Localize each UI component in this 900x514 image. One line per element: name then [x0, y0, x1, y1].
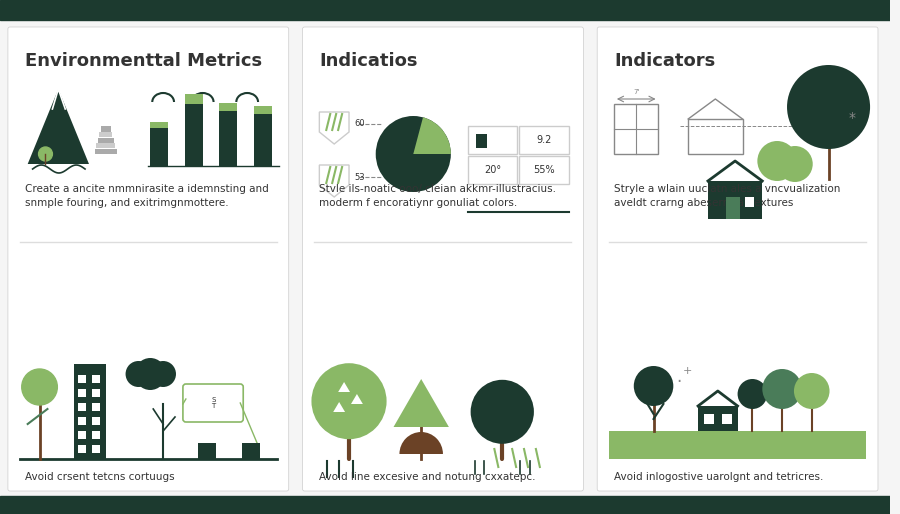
Polygon shape: [96, 143, 115, 149]
Circle shape: [22, 369, 58, 405]
Circle shape: [794, 373, 830, 409]
FancyBboxPatch shape: [8, 27, 289, 491]
Polygon shape: [320, 165, 349, 197]
Bar: [184, 94, 202, 104]
Bar: [698, 406, 738, 431]
Bar: [708, 181, 762, 219]
FancyBboxPatch shape: [183, 384, 243, 422]
Circle shape: [471, 380, 534, 444]
Bar: [0, 0, 890, 20]
Bar: [78, 375, 86, 383]
Bar: [150, 122, 168, 128]
Text: 9.2: 9.2: [536, 135, 552, 145]
Bar: [78, 403, 86, 411]
Bar: [468, 156, 518, 184]
Bar: [475, 134, 488, 148]
Text: Avoid line excesive and notung cxxatepc.: Avoid line excesive and notung cxxatepc.: [320, 472, 536, 482]
Wedge shape: [375, 116, 451, 192]
Text: Indicatios: Indicatios: [320, 52, 418, 70]
Bar: [92, 431, 100, 439]
Bar: [704, 414, 714, 424]
Polygon shape: [99, 132, 112, 137]
Bar: [609, 431, 866, 459]
Text: 60: 60: [354, 119, 364, 128]
Bar: [78, 389, 86, 397]
Polygon shape: [351, 394, 363, 404]
Circle shape: [738, 379, 767, 409]
Text: +: +: [683, 366, 693, 376]
Bar: [92, 375, 100, 383]
Bar: [254, 106, 272, 114]
Bar: [92, 389, 100, 397]
Circle shape: [762, 369, 802, 409]
Text: Create a ancite nmmnirasite a idemnsting and
snmple fouring, and exitrimgnmotter: Create a ancite nmmnirasite a idemnsting…: [24, 184, 268, 208]
Text: ·: ·: [676, 373, 681, 391]
Bar: [519, 126, 569, 154]
Text: Stryle a wlain uuclatn ales a vncvualization
aveldt crarng abesernttal textures: Stryle a wlain uuclatn ales a vncvualiza…: [614, 184, 841, 208]
Bar: [744, 197, 754, 207]
Bar: [150, 128, 168, 166]
Text: Stvle ils-noatic ooo/ cleian akkmr-illustracius.
moderm f encoratiynr gonuliat c: Stvle ils-noatic ooo/ cleian akkmr-illus…: [320, 184, 556, 208]
Circle shape: [758, 141, 796, 181]
Text: Indicators: Indicators: [614, 52, 716, 70]
Polygon shape: [28, 89, 89, 164]
Bar: [220, 111, 238, 166]
Bar: [722, 414, 732, 424]
Text: 55%: 55%: [533, 165, 554, 175]
Bar: [725, 197, 740, 219]
Bar: [220, 103, 238, 111]
Circle shape: [126, 361, 151, 387]
Bar: [254, 114, 272, 166]
Bar: [78, 417, 86, 425]
Polygon shape: [338, 382, 350, 392]
Circle shape: [787, 65, 870, 149]
Bar: [78, 431, 86, 439]
Circle shape: [39, 147, 52, 161]
Circle shape: [634, 366, 673, 406]
Bar: [92, 403, 100, 411]
Bar: [92, 417, 100, 425]
Bar: [0, 496, 890, 514]
Bar: [688, 119, 742, 154]
Circle shape: [134, 358, 166, 390]
Bar: [468, 126, 518, 154]
Circle shape: [777, 146, 813, 182]
FancyBboxPatch shape: [302, 27, 583, 491]
Circle shape: [150, 361, 176, 387]
Text: 53: 53: [354, 173, 364, 181]
Polygon shape: [98, 138, 113, 143]
Polygon shape: [320, 112, 349, 144]
Circle shape: [311, 363, 387, 439]
Text: Avoid inlogostive uarolgnt and tetricres.: Avoid inlogostive uarolgnt and tetricres…: [614, 472, 824, 482]
Text: Avoid crsent tetcns cortuugs: Avoid crsent tetcns cortuugs: [24, 472, 175, 482]
Bar: [519, 156, 569, 184]
Text: S
T: S T: [212, 396, 216, 410]
Bar: [242, 443, 260, 459]
Text: Environmenttal Metrics: Environmenttal Metrics: [24, 52, 262, 70]
Wedge shape: [413, 117, 451, 154]
Bar: [74, 364, 106, 459]
Text: 20°: 20°: [484, 165, 501, 175]
Polygon shape: [333, 402, 345, 412]
Bar: [78, 445, 86, 453]
Polygon shape: [101, 126, 111, 132]
Bar: [198, 443, 215, 459]
Bar: [92, 445, 100, 453]
Text: 7': 7': [633, 89, 639, 95]
Polygon shape: [393, 379, 449, 427]
Wedge shape: [400, 432, 443, 454]
Bar: [184, 104, 202, 166]
Polygon shape: [94, 149, 117, 154]
Text: *: *: [849, 111, 855, 125]
FancyBboxPatch shape: [598, 27, 878, 491]
